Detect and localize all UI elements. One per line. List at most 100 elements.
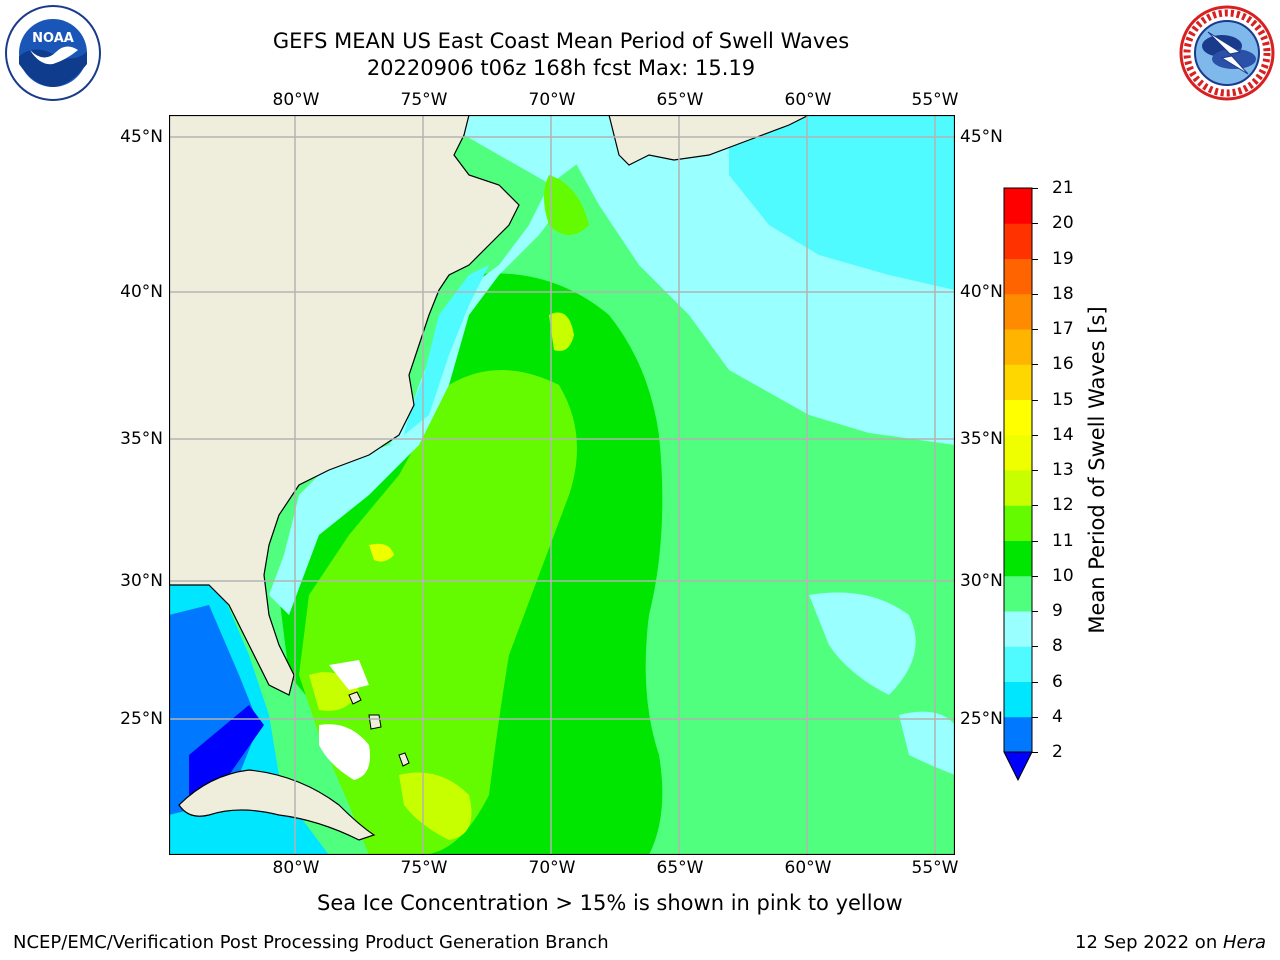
sheltered-bank	[329, 660, 369, 690]
colorbar-segment	[1004, 223, 1032, 259]
lat-label-right: 30°N	[960, 571, 1003, 591]
colorbar-tick-mark	[1032, 716, 1038, 718]
colorbar-tick-mark	[1032, 188, 1038, 189]
lat-label-right: 35°N	[960, 429, 1003, 449]
lon-label-top: 75°W	[400, 90, 448, 110]
swell-band-11-12	[299, 370, 577, 855]
nova-scotia-land	[608, 115, 810, 166]
colorbar-segment	[1004, 505, 1032, 541]
lon-label-bottom: 75°W	[400, 858, 448, 878]
colorbar-tick-mark	[1032, 681, 1038, 683]
sea-ice-caption: Sea Ice Concentration > 15% is shown in …	[317, 891, 903, 915]
northeast-swell-region	[729, 115, 955, 290]
colorbar-segment	[1004, 434, 1032, 471]
bahamas-island	[398, 752, 410, 767]
colorbar-tick-mark	[1032, 752, 1038, 753]
colorbar-tick-label: 11	[1052, 530, 1074, 551]
lat-label-left: 25°N	[120, 709, 163, 729]
colorbar-tick-label: 20	[1052, 213, 1074, 234]
colorbar-segment	[1004, 716, 1032, 753]
colorbar-label: Mean Period of Swell Waves [s]	[1085, 306, 1109, 634]
swell-patch-12-13	[399, 772, 472, 840]
colorbar-tick-mark	[1032, 505, 1038, 507]
colorbar-segment	[1004, 293, 1032, 330]
lat-label-right: 25°N	[960, 709, 1003, 729]
map-frame	[168, 114, 956, 856]
footer-date-text: 12 Sep 2022 on	[1075, 932, 1223, 953]
footer-branch: NCEP/EMC/Verification Post Processing Pr…	[13, 932, 609, 953]
colorbar-segment	[1004, 646, 1032, 682]
lon-label-bottom: 60°W	[784, 858, 832, 878]
colorbar-tick-label: 21	[1052, 178, 1074, 198]
swell-period-map	[168, 114, 956, 859]
colorbar-tick-label: 14	[1052, 424, 1074, 445]
lon-label-bottom: 55°W	[911, 858, 959, 878]
lat-label-left: 45°N	[120, 127, 163, 147]
lon-label-bottom: 80°W	[272, 858, 320, 878]
gulf-lowest	[189, 705, 264, 795]
bahamas-island	[348, 691, 362, 705]
colorbar-segment	[1004, 329, 1032, 365]
georges-bank-patch	[544, 175, 589, 235]
colorbar-segment	[1004, 188, 1032, 224]
east-patch	[899, 711, 955, 775]
colorbar-tick-label: 6	[1052, 671, 1063, 692]
colorbar-segment	[1004, 575, 1032, 612]
colorbar-tick-label: 18	[1052, 283, 1074, 304]
lon-label-top: 80°W	[272, 90, 320, 110]
lon-label-top: 55°W	[911, 90, 959, 110]
swell-patch-12-13	[549, 312, 574, 351]
noaa-logo-text: NOAA	[32, 31, 74, 46]
nearshore-6-8	[404, 265, 489, 435]
colorbar-segment	[1004, 540, 1032, 577]
colorbar-segment	[1004, 681, 1032, 718]
bahamas-island	[368, 714, 382, 730]
nws-logo	[1178, 4, 1276, 106]
colorbar-tick-label: 12	[1052, 495, 1074, 516]
colorbar-tick-mark	[1032, 258, 1038, 260]
lon-label-top: 65°W	[656, 90, 704, 110]
lat-label-right: 45°N	[960, 127, 1003, 147]
colorbar-tick-mark	[1032, 611, 1038, 612]
lat-label-right: 40°N	[960, 282, 1003, 302]
colorbar-segment	[1004, 364, 1032, 400]
map-gridlines	[169, 115, 955, 855]
colorbar-tick-label: 13	[1052, 460, 1074, 480]
colorbar	[1000, 186, 1040, 790]
colorbar-extend-triangle	[1003, 751, 1033, 782]
cuba-land	[178, 769, 376, 841]
colorbar-segment	[1004, 611, 1032, 647]
colorbar-tick-label: 15	[1052, 389, 1074, 410]
colorbar-tick-mark	[1032, 646, 1038, 648]
sheltered-bank	[319, 724, 370, 780]
east-patch	[809, 592, 916, 695]
colorbar-tick-label: 4	[1052, 706, 1063, 727]
colorbar-tick-mark	[1032, 540, 1038, 542]
map-title: GEFS MEAN US East Coast Mean Period of S…	[272, 29, 850, 53]
swell-patch-max	[369, 543, 394, 562]
lon-label-bottom: 70°W	[528, 858, 576, 878]
colorbar-segment	[1004, 470, 1032, 506]
map-subtitle: 20220906 t06z 168h fcst Max: 15.19	[366, 56, 756, 80]
us-east-coast-land	[169, 115, 520, 696]
colorbar-tick-label: 9	[1052, 601, 1063, 621]
lon-label-bottom: 65°W	[656, 858, 704, 878]
colorbar-segment	[1004, 399, 1032, 436]
colorbar-tick-label: 10	[1052, 565, 1074, 586]
colorbar-tick-mark	[1032, 434, 1038, 436]
colorbar-segment	[1004, 258, 1032, 295]
colorbar-tick-mark	[1032, 470, 1038, 471]
noaa-logo: NOAA	[4, 4, 102, 106]
colorbar-tick-label: 2	[1052, 742, 1063, 762]
lon-label-top: 60°W	[784, 90, 832, 110]
colorbar-tick-label: 8	[1052, 636, 1063, 657]
footer-machine: Hera	[1222, 932, 1266, 953]
colorbar-tick-label: 19	[1052, 248, 1074, 269]
colorbar-tick-label: 17	[1052, 319, 1074, 339]
footer-date: 12 Sep 2022 on Hera	[1075, 932, 1266, 954]
colorbar-tick-mark	[1032, 399, 1038, 401]
lat-label-left: 30°N	[120, 571, 163, 591]
colorbar-tick-mark	[1032, 223, 1038, 225]
colorbar-tick-mark	[1032, 575, 1038, 577]
colorbar-tick-mark	[1032, 293, 1038, 295]
